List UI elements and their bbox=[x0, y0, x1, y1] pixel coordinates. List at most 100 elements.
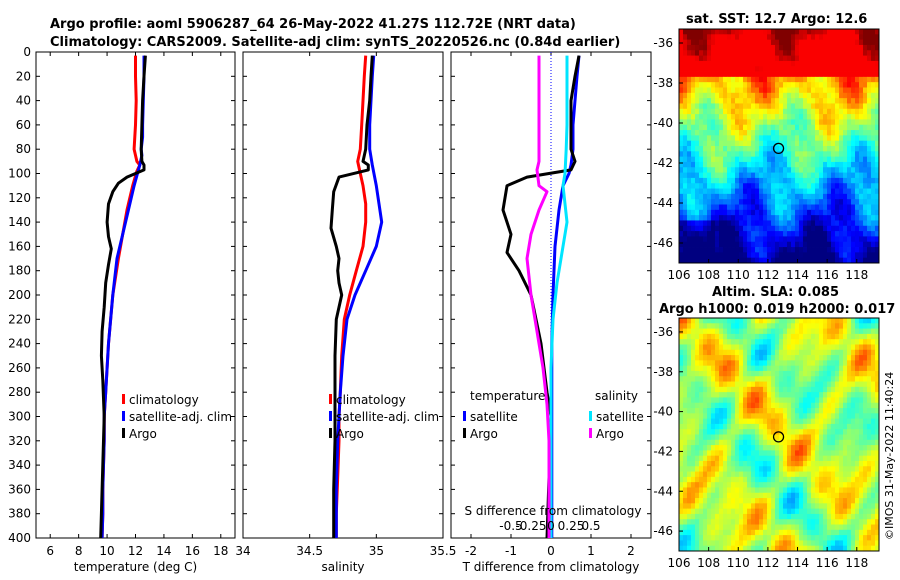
map-cell bbox=[851, 188, 856, 195]
map-cell bbox=[875, 429, 880, 435]
map-cell bbox=[699, 413, 704, 420]
map-cell bbox=[847, 508, 852, 515]
map-cell bbox=[767, 151, 772, 158]
map-cell bbox=[819, 413, 824, 420]
y-tick-label: 360 bbox=[8, 482, 31, 496]
map-cell bbox=[711, 39, 716, 46]
map-cell bbox=[831, 215, 836, 221]
map-cell bbox=[687, 365, 692, 372]
map-cell bbox=[767, 413, 772, 420]
map-cell bbox=[819, 455, 824, 462]
map-cell bbox=[855, 519, 860, 525]
map-cell bbox=[715, 50, 720, 56]
map-cell bbox=[775, 135, 780, 142]
map-cell bbox=[859, 535, 864, 541]
map-cell bbox=[827, 450, 832, 457]
map-cell bbox=[823, 257, 828, 264]
map-cell bbox=[771, 349, 776, 356]
map-cell bbox=[699, 151, 704, 158]
map-cell bbox=[835, 167, 840, 173]
map-cell bbox=[859, 460, 864, 467]
map-cell bbox=[707, 355, 712, 361]
map-cell bbox=[855, 39, 860, 46]
map-cell bbox=[855, 225, 860, 232]
map-cell bbox=[683, 156, 688, 163]
map-cell bbox=[699, 199, 704, 205]
map-cell bbox=[863, 386, 868, 393]
map-cell bbox=[815, 545, 820, 552]
map-cell bbox=[799, 339, 804, 345]
map-cell bbox=[843, 333, 848, 340]
map-cell bbox=[679, 156, 684, 163]
map-cell bbox=[875, 503, 880, 510]
map-cell bbox=[811, 50, 816, 56]
map-cell bbox=[691, 225, 696, 232]
map-cell bbox=[691, 545, 696, 552]
map-cell bbox=[791, 156, 796, 163]
map-cell bbox=[767, 381, 772, 388]
map-cell bbox=[719, 392, 724, 398]
map-cell bbox=[771, 386, 776, 393]
map-cell bbox=[755, 349, 760, 356]
map-cell bbox=[787, 418, 792, 425]
map-cell bbox=[811, 466, 816, 472]
map-cell bbox=[811, 397, 816, 404]
map-cell bbox=[695, 151, 700, 158]
map-cell bbox=[679, 376, 684, 382]
legend-label: satellite bbox=[596, 410, 644, 424]
map-cell bbox=[831, 423, 836, 430]
map-cell bbox=[707, 209, 712, 216]
s-difference-label: S difference from climatology bbox=[465, 504, 642, 518]
series-line-satellite-adj-clim bbox=[334, 55, 384, 538]
map-cell bbox=[683, 119, 688, 126]
map-cell bbox=[763, 71, 768, 78]
map-cell bbox=[803, 60, 808, 67]
map-cell bbox=[747, 108, 752, 115]
map-cell bbox=[843, 124, 848, 131]
map-cell bbox=[827, 220, 832, 227]
map-cell bbox=[687, 66, 692, 72]
map-cell bbox=[863, 370, 868, 377]
map-cell bbox=[695, 476, 700, 483]
map-cell bbox=[811, 429, 816, 435]
map-cell bbox=[727, 524, 732, 531]
map-cell bbox=[767, 39, 772, 46]
map-cell bbox=[803, 92, 808, 99]
map-cell bbox=[763, 471, 768, 478]
map-cell bbox=[707, 397, 712, 404]
map-cell bbox=[683, 339, 688, 345]
map-cell bbox=[767, 471, 772, 478]
map-cell bbox=[715, 151, 720, 158]
map-cell bbox=[735, 471, 740, 478]
map-cell bbox=[755, 535, 760, 541]
map-cell bbox=[731, 29, 736, 35]
map-cell bbox=[687, 360, 692, 367]
y-tick-label: -38 bbox=[653, 365, 673, 379]
map-cell bbox=[703, 114, 708, 120]
map-cell bbox=[771, 370, 776, 377]
map-cell bbox=[863, 519, 868, 525]
map-cell bbox=[779, 471, 784, 478]
map-cell bbox=[679, 524, 684, 531]
map-cell bbox=[735, 524, 740, 531]
map-cell bbox=[751, 92, 756, 99]
map-cell bbox=[843, 172, 848, 179]
map-cell bbox=[863, 98, 868, 104]
map-cell bbox=[763, 323, 768, 329]
map-cell bbox=[783, 183, 788, 189]
map-cell bbox=[875, 386, 880, 393]
map-cell bbox=[803, 204, 808, 211]
map-cell bbox=[731, 34, 736, 41]
map-cell bbox=[831, 339, 836, 345]
map-cell bbox=[743, 535, 748, 541]
map-cell bbox=[787, 408, 792, 414]
map-cell bbox=[827, 34, 832, 41]
map-cell bbox=[859, 349, 864, 356]
map-cell bbox=[851, 434, 856, 441]
map-cell bbox=[679, 66, 684, 72]
map-cell bbox=[859, 344, 864, 351]
map-cell bbox=[783, 124, 788, 131]
map-cell bbox=[739, 193, 744, 200]
map-cell bbox=[679, 193, 684, 200]
map-cell bbox=[855, 135, 860, 142]
